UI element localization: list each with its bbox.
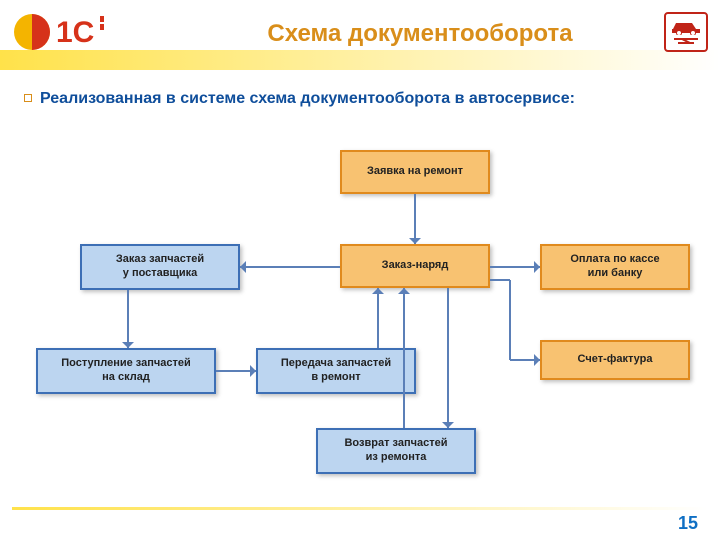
node-supplier_order: Заказ запчастейу поставщика [80,244,240,290]
node-label: Возврат запчастейиз ремонта [344,437,447,465]
node-label: Оплата по кассеили банку [570,253,659,281]
subtitle-text: Реализованная в системе схема документоо… [40,90,660,108]
node-label: Счет-фактура [578,353,653,367]
node-label: Заказ-наряд [382,259,449,273]
node-label: Передача запчастейв ремонт [281,357,391,385]
bullet-icon [24,94,32,102]
page-title: Схема документооборота [200,20,640,48]
node-label: Заявка на ремонт [367,165,463,179]
node-return: Возврат запчастейиз ремонта [316,428,476,474]
autoservice-icon [664,12,708,52]
node-transfer: Передача запчастейв ремонт [256,348,416,394]
logo-1c: 1C [10,6,110,63]
bottom-rule [12,507,708,510]
node-request: Заявка на ремонт [340,150,490,194]
node-invoice: Счет-фактура [540,340,690,380]
node-label: Заказ запчастейу поставщика [116,253,204,281]
node-pay: Оплата по кассеили банку [540,244,690,290]
node-label: Поступление запчастейна склад [61,357,191,385]
page-number: 15 [678,513,698,534]
node-order: Заказ-наряд [340,244,490,288]
node-receipt: Поступление запчастейна склад [36,348,216,394]
svg-text:1C: 1C [56,16,94,49]
